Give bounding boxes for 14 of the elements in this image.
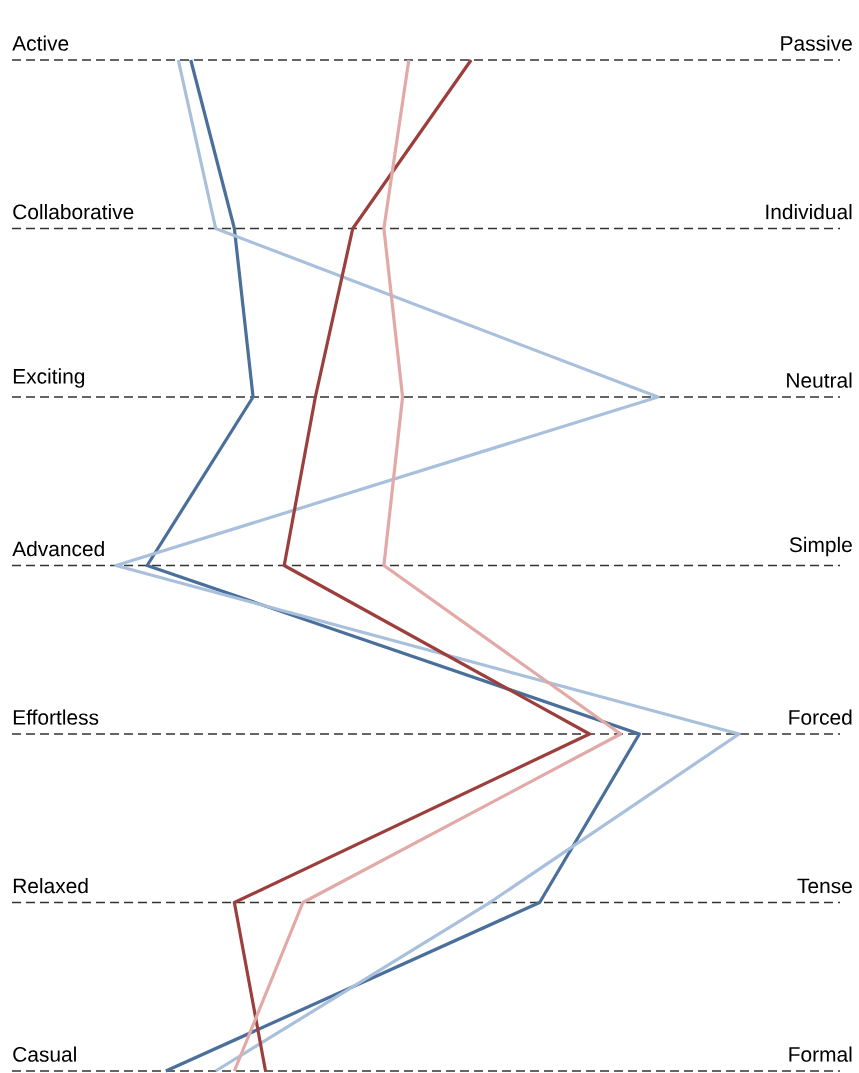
y-tick-label: Collaborative <box>13 203 134 220</box>
text: Passive <box>781 35 852 51</box>
y-tick-label: Active <box>12 35 69 51</box>
text: Formal <box>789 1046 852 1062</box>
y-tick-label: Advanced <box>12 540 104 557</box>
text: Individual <box>766 203 852 220</box>
text: Tense <box>797 878 852 894</box>
y-tick-label: Effortless <box>13 709 99 725</box>
y-tick-label: Exciting <box>13 368 85 388</box>
text: Simple <box>789 536 852 557</box>
y-tick-label: Relaxed <box>13 877 88 894</box>
text: Neutral <box>787 372 852 388</box>
y-tick-label: Casual <box>13 1046 76 1062</box>
text: Forced <box>789 709 852 725</box>
